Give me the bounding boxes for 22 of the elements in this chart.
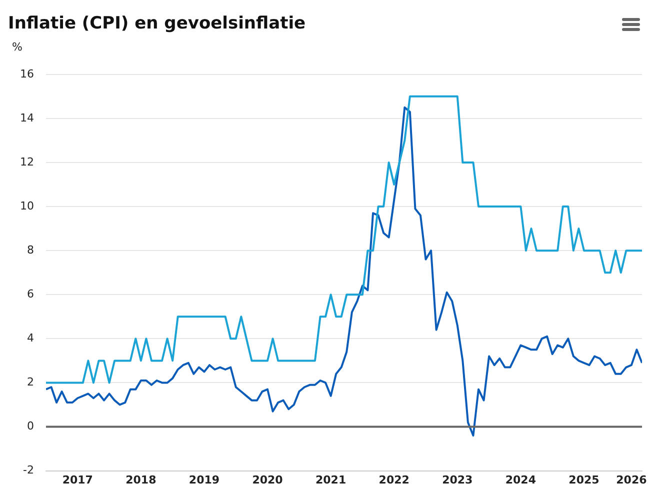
y-tick-label: 14 [20,111,34,124]
y-tick-label: 0 [26,420,34,433]
x-tick-label: 2018 [126,473,156,486]
x-tick-label: 2021 [316,473,346,486]
y-tick-label: 4 [26,332,34,345]
y-tick-label: 16 [20,67,34,80]
y-tick-label: -2 [23,464,34,477]
x-tick-label: 2024 [505,473,536,486]
x-tick-label: 2025 [568,473,600,486]
y-tick-label: 12 [20,155,34,168]
x-tick-label: 2017 [62,473,93,486]
y-tick-label: 8 [26,243,34,256]
x-tick-label: 2020 [252,473,284,486]
x-tick-label: 2023 [442,473,473,486]
x-tick-label: 2026 [616,473,648,486]
chart-title: Inflatie (CPI) en gevoelsinflatie [8,14,306,34]
x-tick-label: 2019 [188,473,220,486]
y-tick-label: 2 [26,376,34,389]
y-tick-label: 6 [26,287,34,300]
y-tick-label: 10 [20,199,34,212]
y-axis-title: % [12,40,22,54]
x-tick-label: 2022 [378,473,410,486]
